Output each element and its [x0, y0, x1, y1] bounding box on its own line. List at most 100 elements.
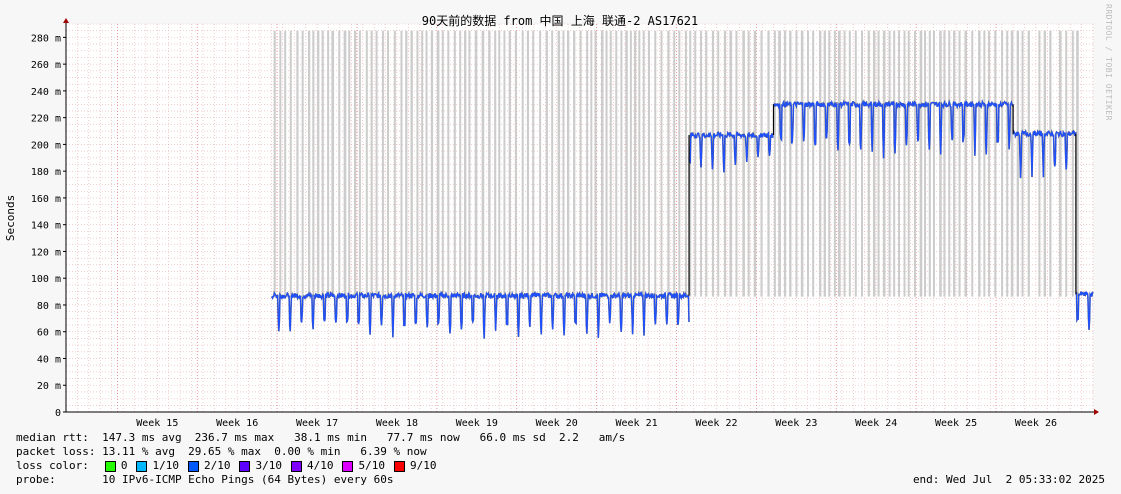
loss-band — [620, 30, 623, 297]
loss-band — [526, 30, 530, 297]
loss-color-swatch — [342, 460, 354, 472]
loss-color-label-text: 0 — [120, 459, 128, 472]
loss-band — [551, 30, 554, 297]
loss-band — [877, 30, 880, 297]
loss-band — [321, 30, 324, 297]
loss-band — [273, 30, 276, 297]
loss-band — [897, 30, 900, 297]
x-tick-label: Week 20 — [536, 418, 578, 429]
loss-band — [893, 30, 896, 297]
loss-band — [353, 30, 357, 297]
y-tick-label: 260 m — [31, 60, 61, 71]
x-tick-label: Week 25 — [935, 418, 977, 429]
loss-color-swatch — [290, 460, 302, 472]
loss-band — [405, 30, 408, 297]
x-tick-label: Week 19 — [456, 418, 498, 429]
loss-band — [338, 30, 341, 297]
x-tick-label: Week 23 — [775, 418, 817, 429]
loss-band — [296, 30, 299, 297]
loss-band — [903, 30, 906, 297]
loss-band — [562, 30, 565, 297]
loss-band — [393, 30, 396, 297]
loss-band — [795, 30, 798, 297]
loss-band — [1058, 30, 1062, 297]
loss-band — [605, 30, 608, 297]
y-tick-label: 0 — [55, 408, 61, 419]
loss-band — [317, 30, 320, 297]
median-rtt-line: median rtt: 147.3 ms avg 236.7 ms max 38… — [16, 431, 626, 444]
loss-band — [557, 30, 561, 297]
loss-band — [508, 30, 511, 297]
rtt-median-line — [271, 290, 690, 339]
loss-band — [459, 30, 462, 297]
x-tick-label: Week 18 — [376, 418, 418, 429]
probe-line: probe: 10 IPv6-ICMP Echo Pings (64 Bytes… — [16, 473, 394, 486]
loss-band — [545, 30, 548, 297]
loss-band — [436, 30, 440, 297]
x-tick-label: Week 16 — [216, 418, 258, 429]
loss-band — [468, 30, 471, 297]
loss-color-label-text: 5/10 — [358, 459, 385, 472]
loss-band — [654, 30, 657, 297]
loss-band — [331, 30, 335, 297]
loss-band — [958, 30, 961, 297]
loss-band — [843, 30, 846, 297]
loss-band — [684, 30, 687, 297]
loss-band — [964, 30, 968, 297]
loss-color-label: loss color: — [16, 459, 89, 472]
loss-color-swatch — [239, 460, 251, 472]
loss-band — [633, 30, 637, 297]
loss-band — [307, 30, 311, 297]
loss-band — [919, 30, 923, 297]
chart-title: 90天前的数据 from 中国 上海 联通-2 AS17621 — [422, 13, 699, 28]
loss-band — [312, 30, 315, 297]
loss-band — [594, 30, 597, 297]
loss-color-swatch — [393, 460, 405, 472]
loss-band — [767, 30, 770, 297]
loss-band — [913, 30, 916, 297]
loss-band — [806, 30, 809, 297]
loss-color-label-text: 9/10 — [409, 459, 437, 472]
loss-band — [773, 30, 776, 297]
y-tick-label: 80 m — [37, 301, 61, 312]
y-tick-label: 180 m — [31, 167, 61, 178]
loss-color-label-text: 2/10 — [203, 459, 231, 472]
loss-color-label-text: 3/10 — [255, 459, 282, 472]
rtt-series — [271, 98, 1094, 339]
y-tick-label: 200 m — [31, 140, 61, 151]
loss-color-item: 3/10 — [239, 459, 282, 473]
loss-band — [729, 30, 733, 297]
loss-band — [971, 30, 974, 297]
loss-band — [375, 30, 378, 297]
loss-band — [994, 30, 997, 297]
y-tick-label: 140 m — [31, 221, 61, 232]
loss-band — [447, 30, 450, 297]
loss-band — [488, 30, 491, 297]
loss-band — [924, 30, 927, 297]
y-tick-label: 40 m — [37, 354, 61, 365]
loss-band — [441, 30, 444, 297]
loss-band — [907, 30, 910, 297]
loss-band — [694, 30, 697, 297]
loss-band — [579, 30, 582, 297]
loss-band — [828, 30, 831, 297]
loss-band — [882, 30, 886, 297]
loss-band — [498, 30, 501, 297]
loss-band — [638, 30, 641, 297]
loss-band — [660, 30, 663, 297]
loss-band — [1027, 30, 1030, 297]
loss-color-swatch — [136, 460, 148, 472]
loss-band — [983, 30, 986, 297]
loss-band — [284, 30, 287, 297]
loss-color-swatch — [187, 460, 199, 472]
loss-band — [648, 30, 651, 297]
loss-color-label-text: 1/10 — [152, 459, 179, 472]
rtt-median-line — [1075, 291, 1094, 330]
end-timestamp: end: Wed Jul 2 05:33:02 2025 — [912, 473, 1105, 486]
loss-band — [410, 30, 413, 297]
loss-band — [861, 30, 864, 297]
loss-band — [521, 30, 524, 297]
loss-band — [823, 30, 826, 297]
rtt-median-line — [772, 99, 1014, 159]
